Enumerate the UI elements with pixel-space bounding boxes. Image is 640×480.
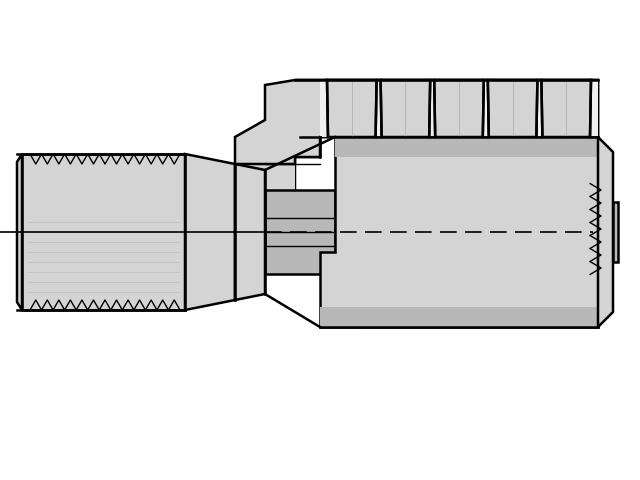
Polygon shape	[320, 307, 598, 327]
Polygon shape	[381, 80, 430, 137]
Polygon shape	[17, 154, 22, 310]
Polygon shape	[335, 232, 598, 327]
Polygon shape	[327, 80, 376, 137]
Polygon shape	[434, 80, 484, 137]
Polygon shape	[265, 190, 335, 274]
Polygon shape	[488, 80, 538, 137]
Polygon shape	[235, 120, 295, 232]
Polygon shape	[613, 202, 618, 262]
Polygon shape	[235, 80, 598, 164]
Polygon shape	[320, 137, 598, 327]
Polygon shape	[185, 154, 235, 310]
Polygon shape	[598, 137, 613, 327]
Polygon shape	[541, 80, 591, 137]
Polygon shape	[320, 80, 598, 137]
Polygon shape	[335, 137, 598, 157]
Polygon shape	[235, 164, 265, 300]
Polygon shape	[335, 137, 598, 232]
Polygon shape	[265, 80, 598, 232]
Polygon shape	[22, 154, 185, 310]
